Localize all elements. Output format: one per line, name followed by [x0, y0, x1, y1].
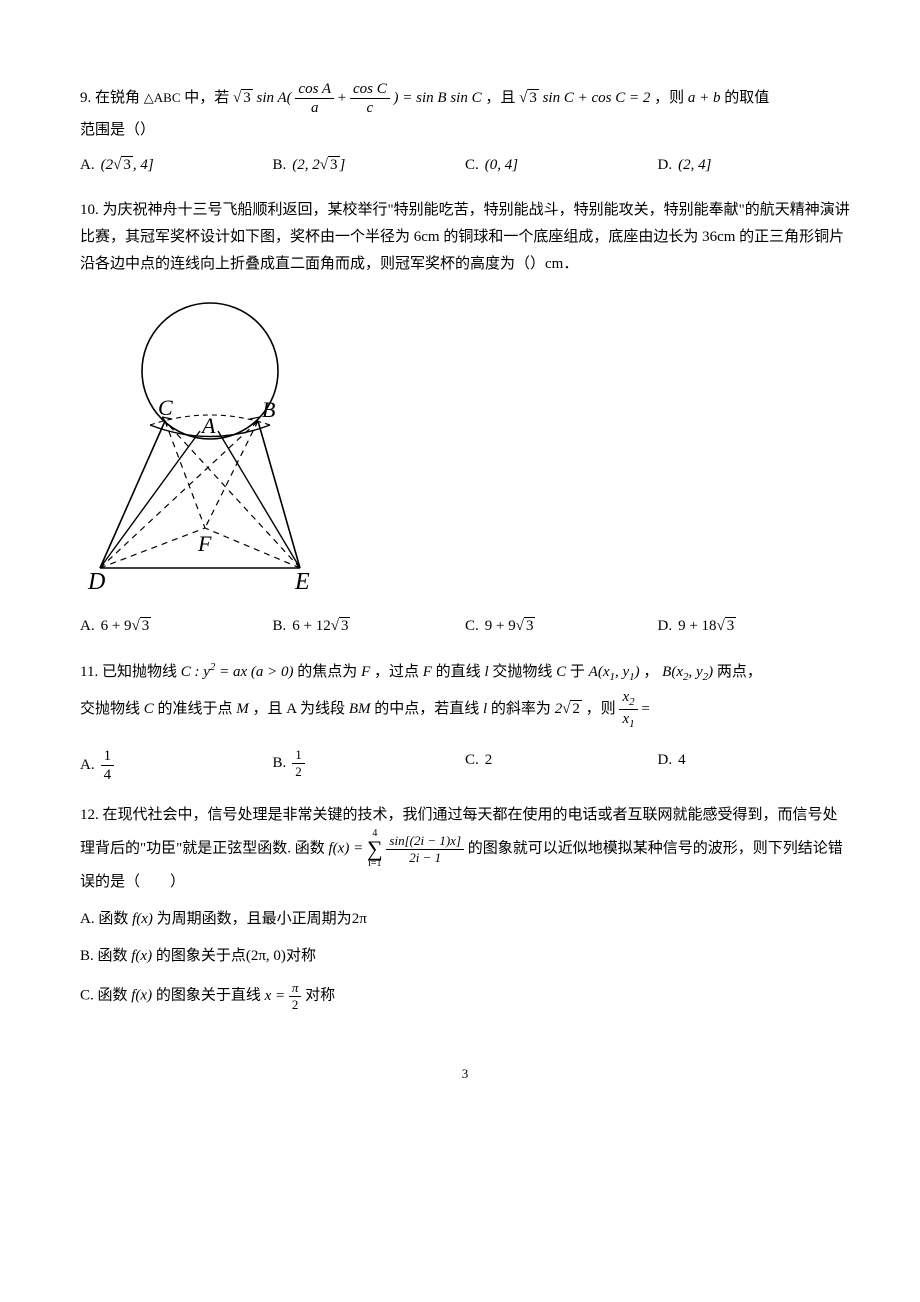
- q11-text-c: ，过点: [374, 664, 419, 680]
- q9-expr: a + b: [688, 90, 721, 106]
- trophy-diagram: C A B F D E: [80, 293, 340, 593]
- q12-sum: 4 ∑ i=1: [367, 829, 383, 869]
- q12-num: 12.: [80, 807, 99, 823]
- q10-num: 10.: [80, 202, 99, 218]
- q9-triangle: △ABC: [144, 90, 181, 105]
- label-B: B: [262, 397, 275, 422]
- q11-F: F: [361, 664, 370, 680]
- q11-curve: C : y2 = ax (a > 0): [181, 664, 294, 680]
- q11-text-e: 交抛物线: [492, 664, 552, 680]
- q9-text-e: 的取值: [724, 90, 769, 106]
- q9-eq2: √3 sin C + cos C = 2: [519, 90, 650, 106]
- q9-opt-c: C.(0, 4]: [465, 152, 658, 179]
- q12-opt-c: C. 函数 f(x) 的图象关于直线 x = π2 对称: [80, 980, 850, 1012]
- q9-num: 9.: [80, 90, 91, 106]
- page-number: 3: [80, 1062, 850, 1085]
- q9-eq1: √3 sin A( cos Aa + cos Cc ) = sin B sin …: [233, 90, 485, 106]
- question-11: 11. 已知抛物线 C : y2 = ax (a > 0) 的焦点为 F ，过点…: [80, 658, 850, 784]
- label-F: F: [197, 531, 212, 556]
- q11-opt-b: B.12: [273, 747, 466, 784]
- q11-options: A.14 B.12 C.2 D.4: [80, 747, 850, 784]
- q11-slope: 2√2: [555, 701, 582, 717]
- q10-options: A.6 + 9√3 B.6 + 12√3 C.9 + 9√3 D.9 + 18√…: [80, 613, 850, 640]
- q11-opt-d: D.4: [658, 747, 851, 784]
- q11-text-f: 于: [570, 664, 585, 680]
- q10-opt-b: B.6 + 12√3: [273, 613, 466, 640]
- q10-opt-d: D.9 + 18√3: [658, 613, 851, 640]
- q11-ratio: x2x1: [619, 688, 637, 731]
- q9-text-a: 在锐角: [95, 90, 140, 106]
- label-E: E: [294, 569, 310, 593]
- q9-text-b: 中，若: [184, 90, 229, 106]
- label-A: A: [200, 413, 216, 438]
- q9-text-d: ，则: [654, 90, 684, 106]
- q11-opt-c: C.2: [465, 747, 658, 784]
- question-9: 9. 在锐角 △ABC 中，若 √3 sin A( cos Aa + cos C…: [80, 80, 850, 179]
- q9-opt-d: D.(2, 4]: [658, 152, 851, 179]
- label-D: D: [87, 569, 105, 593]
- q10-opt-c: C.9 + 9√3: [465, 613, 658, 640]
- q11-B: B(x2, y2): [662, 664, 713, 680]
- q9-text-f: 范围是（）: [80, 117, 850, 144]
- q9-opt-a: A.(2√3, 4]: [80, 152, 273, 179]
- question-12: 12. 在现代社会中，信号处理是非常关键的技术，我们通过每天都在使用的电话或者互…: [80, 802, 850, 1012]
- q9-options: A.(2√3, 4] B.(2, 2√3] C.(0, 4] D.(2, 4]: [80, 152, 850, 179]
- q10-text: 为庆祝神舟十三号飞船顺利返回，某校举行"特别能吃苦，特别能战斗，特别能攻关，特别…: [80, 202, 850, 272]
- q9-opt-b: B.(2, 2√3]: [273, 152, 466, 179]
- q11-text-d: 的直线: [436, 664, 481, 680]
- q12-sum-frac: sin[(2i − 1)x] 2i − 1: [386, 833, 464, 865]
- q12-opt-a: A. 函数 f(x) 为周期函数，且最小正周期为2π: [80, 906, 850, 933]
- q11-opt-a: A.14: [80, 747, 273, 784]
- q12-opt-b: B. 函数 f(x) 的图象关于点(2π, 0)对称: [80, 943, 850, 970]
- q11-num: 11.: [80, 664, 98, 680]
- label-C: C: [158, 395, 173, 420]
- q9-text-c: ，且: [485, 90, 515, 106]
- q10-opt-a: A.6 + 9√3: [80, 613, 273, 640]
- q11-A: A(x1, y1): [589, 664, 640, 680]
- question-10: 10. 为庆祝神舟十三号飞船顺利返回，某校举行"特别能吃苦，特别能战斗，特别能攻…: [80, 197, 850, 640]
- q12-fx: f(x) =: [329, 841, 367, 857]
- q11-text-b: 的焦点为: [297, 664, 357, 680]
- q10-figure: C A B F D E: [80, 293, 850, 603]
- q11-text-a: 已知抛物线: [102, 664, 177, 680]
